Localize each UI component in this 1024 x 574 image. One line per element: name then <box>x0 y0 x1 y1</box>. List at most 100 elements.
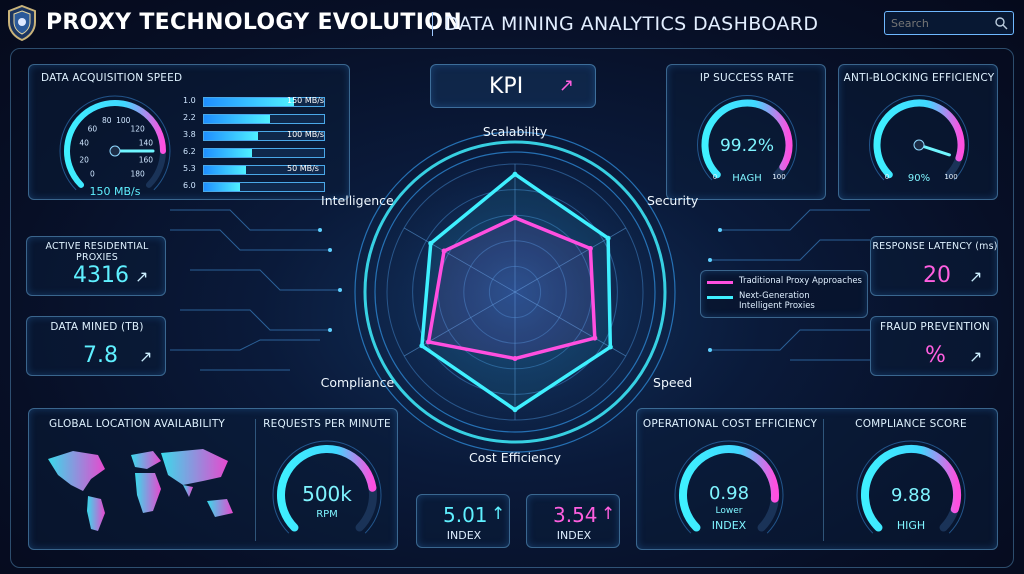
gauge-outer-ring <box>272 440 382 534</box>
bar-fill <box>204 115 270 123</box>
requests-title: REQUESTS PER MINUTE <box>263 418 391 430</box>
speed-bar-row: 1.0 150 MB/s <box>183 95 353 109</box>
bar-number: 3.8 <box>183 130 196 139</box>
panel-title: DATA MINED (TB) <box>50 321 144 333</box>
compliance-score-title: COMPLIANCE SCORE <box>855 418 967 430</box>
compliance-score-value: 9.88 <box>891 485 931 506</box>
gauge-fill <box>873 99 965 179</box>
legend-swatch-traditional <box>707 281 733 284</box>
trend-up-icon: ↗ <box>139 347 153 366</box>
anti-blocking-value: 90% <box>908 173 930 184</box>
panel-title: ACTIVE RESIDENTIAL PROXIES <box>45 241 149 263</box>
radar-axis-label: Intelligence <box>321 193 394 208</box>
cost-compliance-panel: OPERATIONAL COST EFFICIENCY 0.98 Lower IND… <box>636 408 998 550</box>
gauge-fill <box>679 445 779 532</box>
panel-title: IP SUCCESS RATE <box>699 72 795 84</box>
speed-bar-row: 3.8 100 MB/s <box>183 129 353 143</box>
bar-number: 6.0 <box>183 181 196 190</box>
arrow-up-icon: ↑ <box>601 504 616 524</box>
radar-spoke <box>403 227 516 293</box>
gauge-fill <box>277 445 377 532</box>
page-subtitle: DATA MINING ANALYTICS DASHBOARD <box>444 13 819 35</box>
shield-logo-icon <box>8 4 36 42</box>
legend-swatch-nextgen <box>707 296 733 299</box>
index-label: INDEX <box>556 529 592 542</box>
operational-cost-gauge: 0.98 Lower INDEX <box>674 440 784 534</box>
trend-up-icon: ↗ <box>969 267 983 286</box>
gauge-max-label: 100 <box>944 173 957 181</box>
operational-cost-unit: INDEX <box>712 519 747 532</box>
bar-number: 5.3 <box>183 164 196 173</box>
bar-fill <box>204 183 240 191</box>
search-box[interactable] <box>884 11 1014 35</box>
gauge-fill <box>64 100 166 188</box>
requests-gauge: 500k RPM <box>272 440 382 534</box>
gauge-tick-label: 80 <box>102 116 112 125</box>
page-title: PROXY TECHNOLOGY EVOLUTION <box>46 10 462 35</box>
bar-fill <box>204 166 246 174</box>
data-mined-value: 7.8 <box>83 343 118 368</box>
bar-number: 2.2 <box>183 113 196 122</box>
index-value: 5.01 <box>443 503 488 527</box>
bar-number: 6.2 <box>183 147 196 156</box>
ip-success-gauge: 99.2% HAGH 0 100 <box>697 95 797 184</box>
radar-legend: Traditional Proxy Approaches Next-Genera… <box>700 270 868 318</box>
radar-series-nextgen-point <box>512 407 518 413</box>
gauge-tick-label: 160 <box>139 155 154 164</box>
gauge-outer-ring <box>674 440 784 534</box>
operational-cost-value: 0.98 <box>709 483 749 504</box>
radar-series-traditional-point <box>426 339 432 345</box>
legend-label-nextgen: Next-Generation Intelligent Proxies <box>739 291 815 311</box>
ip-success-rate-panel: IP SUCCESS RATE 99.2% HAGH 0 100 <box>666 64 826 200</box>
gauge-min-label: 0 <box>713 173 717 181</box>
panel-divider <box>255 419 256 541</box>
radar-series-nextgen-point <box>419 343 425 349</box>
gauge-value-label: 150 MB/s <box>90 185 141 198</box>
bar-number: 1.0 <box>183 96 196 105</box>
world-map-icon <box>48 449 233 531</box>
data-acquisition-speed-panel: DATA ACQUISITION SPEED 150 MB/s 0 20 40 60 80… <box>28 64 350 200</box>
bar-label: 50 MB/s <box>287 164 319 173</box>
search-input[interactable] <box>891 15 991 31</box>
kpi-button[interactable]: KPI ↗ <box>430 64 596 108</box>
radar-outer-ring <box>374 151 656 433</box>
gauge-tick-label: 100 <box>116 116 131 125</box>
search-icon[interactable] <box>995 17 1008 30</box>
trend-up-icon: ↗ <box>969 347 983 366</box>
data-mined-panel: DATA MINED (TB) 7.8 ↗ <box>26 316 166 376</box>
panel-divider <box>823 419 824 541</box>
circuit-decoration <box>170 209 342 371</box>
speed-bar-row: 6.2 <box>183 146 353 160</box>
radar-axis-label: Security <box>647 193 699 208</box>
operational-cost-title: OPERATIONAL COST EFFICIENCY <box>642 418 818 430</box>
index-card-2: 3.54 ↑ INDEX <box>526 494 620 548</box>
kpi-arrow-icon: ↗ <box>559 75 575 96</box>
gauge-outer-ring <box>697 95 797 181</box>
radar-outer-ring <box>354 131 676 453</box>
radar-series-traditional-point <box>592 335 598 341</box>
legend-label-traditional: Traditional Proxy Approaches <box>739 276 862 286</box>
dashboard-frame <box>10 48 1014 568</box>
arrow-up-icon: ↑ <box>491 504 506 524</box>
panel-title: FRAUD PREVENTION <box>880 321 990 333</box>
gauge-outer-ring <box>856 440 966 534</box>
panel-title: DATA ACQUISITION SPEED <box>41 72 183 84</box>
gauge-min-label: 0 <box>885 173 889 181</box>
gauge-tick-label: 140 <box>139 139 154 148</box>
radar-series-traditional-point <box>441 248 447 254</box>
panel-title: ANTI-BLOCKING EFFICIENCY <box>843 72 995 84</box>
radar-chart: Scalability Security Speed Cost Efficiency C… <box>321 124 699 465</box>
speed-bar-row: 5.3 50 MB/s <box>183 163 353 177</box>
radar-series-traditional-point <box>512 356 518 362</box>
operational-cost-sub: Lower <box>716 506 743 516</box>
anti-blocking-panel: ANTI-BLOCKING EFFICIENCY 90% 0 100 <box>838 64 998 200</box>
response-latency-panel: RESPONSE LATENCY (ms) 20 ↗ <box>870 236 998 296</box>
radar-axis-label: Compliance <box>321 375 395 390</box>
radar-outer-ring <box>363 140 667 444</box>
index-value: 3.54 <box>553 503 598 527</box>
trend-up-icon: ↗ <box>135 267 149 286</box>
bar-fill <box>204 132 258 140</box>
gauge-tick-label: 180 <box>130 170 145 179</box>
gauge-fill <box>701 99 793 179</box>
gauge-tick-label: 60 <box>88 124 98 133</box>
